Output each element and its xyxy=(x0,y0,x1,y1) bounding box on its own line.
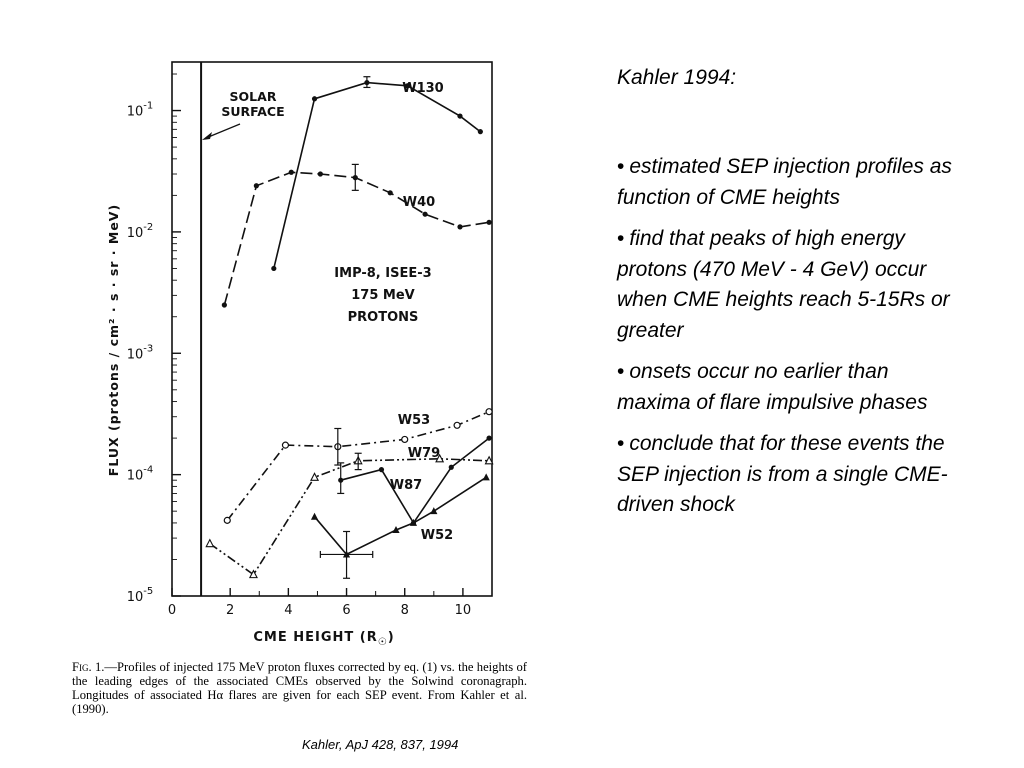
caption-text: —Profiles of injected 175 MeV proton flu… xyxy=(72,660,527,716)
data-point xyxy=(484,455,494,465)
data-point xyxy=(430,507,438,515)
instrument-label: PROTONS xyxy=(348,310,419,325)
series-line-w53 xyxy=(226,410,490,521)
instrument-label: 175 MeV xyxy=(351,288,414,303)
x-tick-label: 4 xyxy=(284,603,292,618)
data-point xyxy=(387,190,393,196)
series-label: W87 xyxy=(390,478,422,493)
series-label: W52 xyxy=(421,528,453,543)
y-tick-label: 10-3 xyxy=(127,343,154,362)
arrow-head-icon xyxy=(202,132,212,140)
data-point xyxy=(405,83,411,89)
flux-chart: 0 2 4 6 8 10 10-1 10-2 10-3 10-4 10-5 CME HEIGHT (… xyxy=(106,61,494,648)
data-point xyxy=(482,473,490,481)
data-point xyxy=(435,453,445,463)
data-point xyxy=(205,538,215,548)
plot-frame xyxy=(171,61,493,597)
data-point xyxy=(448,464,454,470)
x-tick-label: 10 xyxy=(455,603,472,618)
bullet-icon: • xyxy=(617,360,625,383)
data-point xyxy=(288,169,294,175)
data-point xyxy=(409,518,418,526)
y-tick-label: 10-2 xyxy=(127,222,154,241)
x-tick-label: 6 xyxy=(342,603,350,618)
caption-lead: Fig. 1. xyxy=(72,660,105,674)
series-line-w40 xyxy=(223,171,490,306)
data-point xyxy=(453,421,461,429)
figure-caption: Fig. 1.—Profiles of injected 175 MeV pro… xyxy=(72,660,527,716)
data-point xyxy=(378,467,385,473)
note-text: find that peaks of high energy protons (… xyxy=(617,227,950,342)
data-point xyxy=(248,569,258,579)
bullet-icon: • xyxy=(617,227,625,250)
data-point xyxy=(281,441,290,449)
data-point xyxy=(477,129,483,135)
data-point xyxy=(392,525,400,533)
data-point xyxy=(485,408,493,416)
data-point xyxy=(310,472,320,481)
data-point xyxy=(271,265,277,272)
instrument-label: IMP-8, ISEE-3 xyxy=(334,266,431,281)
data-point xyxy=(486,435,492,441)
solar-surface-label: SURFACE xyxy=(221,104,284,119)
note-text: estimated SEP injection profiles as func… xyxy=(617,155,952,209)
series-label: W130 xyxy=(402,81,443,96)
note-item: • onsets occur no earlier than maxima of … xyxy=(617,357,962,418)
bullet-icon: • xyxy=(617,155,625,178)
data-point xyxy=(310,512,319,520)
notes-panel: Kahler 1994: • estimated SEP injection pr… xyxy=(617,66,962,532)
y-axis-label: FLUX (protons / cm² · s · sr · MeV) xyxy=(106,204,121,476)
y-tick-label: 10-4 xyxy=(127,465,154,484)
data-point xyxy=(422,211,428,217)
notes-list: • estimated SEP injection profiles as fun… xyxy=(617,152,962,521)
data-point xyxy=(401,435,409,444)
series-line-w79 xyxy=(209,457,490,576)
citation: Kahler, ApJ 428, 837, 1994 xyxy=(302,737,459,752)
x-tick-label: 0 xyxy=(168,603,176,618)
note-text: conclude that for these events the SEP i… xyxy=(617,432,948,516)
bullet-icon: • xyxy=(617,432,625,455)
data-point xyxy=(221,302,227,308)
note-item: • conclude that for these events the SEP … xyxy=(617,429,962,521)
y-tick-label: 10-1 xyxy=(127,101,154,120)
x-tick-label: 2 xyxy=(226,603,234,618)
series-label: W40 xyxy=(403,195,435,210)
note-item: • find that peaks of high energy protons … xyxy=(617,224,962,346)
y-tick-label: 10-5 xyxy=(127,586,154,605)
series-line-w130 xyxy=(273,81,481,269)
data-point xyxy=(486,219,492,225)
notes-title: Kahler 1994: xyxy=(617,66,737,89)
note-text: onsets occur no earlier than maxima of f… xyxy=(617,360,928,414)
series-label: W79 xyxy=(408,446,440,461)
series-label: W53 xyxy=(398,413,430,428)
data-point xyxy=(311,96,318,102)
data-point xyxy=(457,113,463,119)
data-point xyxy=(317,171,323,177)
solar-surface-arrow xyxy=(205,123,241,139)
data-point xyxy=(253,183,259,189)
series-line-w52 xyxy=(313,476,487,556)
x-axis-label: CME HEIGHT (R☉) xyxy=(253,630,394,648)
solar-surface-label: SOLAR xyxy=(230,89,277,104)
note-item: • estimated SEP injection profiles as fun… xyxy=(617,152,962,213)
data-point xyxy=(457,224,463,230)
x-tick-label: 8 xyxy=(401,603,409,618)
data-point xyxy=(223,516,231,524)
